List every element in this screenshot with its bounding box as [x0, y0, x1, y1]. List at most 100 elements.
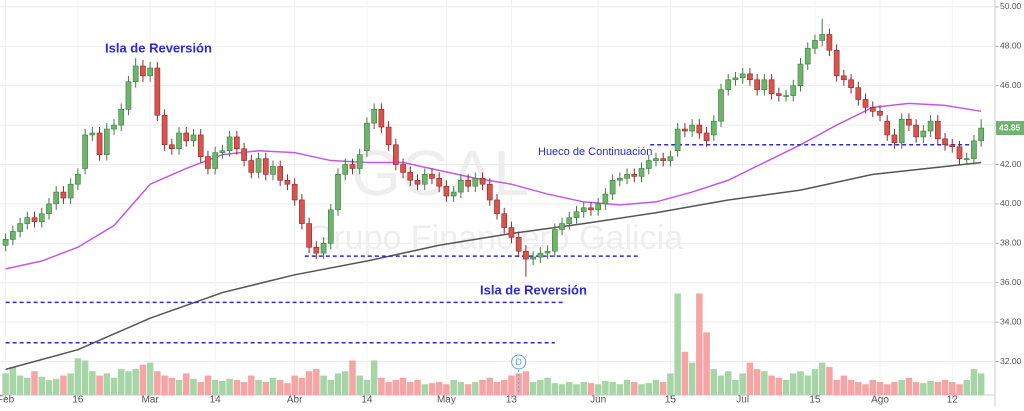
candle-body — [631, 174, 638, 177]
volume-bar — [970, 369, 978, 395]
volume-bar — [905, 377, 913, 395]
candle-body — [38, 213, 45, 222]
candle-body — [747, 73, 753, 81]
candle-body — [371, 109, 377, 124]
candle-body — [262, 158, 269, 175]
candle-body — [443, 185, 450, 197]
x-tick-label: 13 — [506, 395, 518, 406]
candle-body — [855, 87, 862, 100]
volume-bar — [912, 382, 920, 395]
volume-bar — [161, 375, 168, 395]
candle-body — [450, 191, 457, 197]
volume-bar — [139, 364, 147, 395]
candle-body — [703, 132, 710, 142]
candle-body — [942, 138, 948, 146]
volume-bar — [609, 382, 616, 395]
y-tick-label: 50.00 — [1000, 1, 1022, 11]
x-tick-label: Ago — [871, 395, 889, 406]
candle-body — [270, 166, 276, 175]
candle-body — [31, 217, 38, 222]
volume-bar — [392, 379, 400, 395]
candle-body — [255, 158, 262, 173]
x-tick-label: 16 — [72, 395, 84, 406]
candle-body — [118, 109, 125, 126]
annotation: Hueco de Continuación — [538, 146, 652, 158]
x-tick-label: 14 — [210, 395, 222, 406]
candle-body — [176, 132, 182, 150]
volume-bar — [616, 384, 624, 395]
volume-bar — [840, 375, 848, 395]
x-tick-label: 15 — [665, 395, 677, 406]
candles — [2, 18, 984, 277]
candle-body — [768, 79, 775, 94]
candle-body — [927, 120, 934, 132]
candle-body — [465, 179, 471, 187]
volume-bar — [31, 371, 38, 395]
candle-body — [783, 95, 789, 97]
candle-body — [689, 124, 695, 132]
volume-bar — [190, 378, 197, 395]
volume-bar — [761, 371, 768, 395]
volume-bar — [349, 360, 356, 395]
volume-bar — [862, 384, 869, 395]
volume-bar — [869, 379, 877, 395]
volume-bar — [631, 382, 638, 395]
candle-body — [10, 231, 16, 240]
volume-bar — [746, 362, 754, 395]
candle-body — [67, 183, 74, 199]
candle-body — [501, 213, 508, 228]
volume-bar — [269, 377, 277, 395]
candle-body — [826, 34, 833, 51]
candle-body — [812, 40, 818, 49]
volume-bar — [327, 379, 335, 395]
volume-bar — [623, 379, 631, 395]
candle-body — [508, 227, 515, 238]
candle-body — [934, 120, 941, 140]
candle-body — [75, 174, 81, 185]
candle-body — [674, 128, 681, 152]
volume-bar — [407, 382, 414, 395]
volume-bar — [927, 380, 934, 395]
volume-bar — [949, 382, 956, 395]
candle-body — [320, 243, 327, 254]
candle-body — [906, 118, 912, 126]
candle-body — [393, 144, 399, 165]
volume-bar — [956, 384, 963, 395]
volume-bar — [883, 384, 891, 395]
volume-bar — [96, 375, 103, 395]
candle-body — [971, 140, 977, 159]
candle-body — [356, 154, 363, 169]
volume-bar — [732, 379, 739, 395]
volume-bar — [667, 373, 674, 395]
last-price-label: 43.85 — [999, 122, 1021, 132]
candle-body — [248, 160, 255, 173]
volume-bar — [385, 382, 392, 395]
candle-body — [682, 128, 688, 132]
x-tick-label: May — [437, 395, 456, 406]
volume-bar — [587, 383, 595, 395]
candle-body — [551, 229, 558, 252]
volume-bar — [804, 375, 811, 395]
volume-bar — [652, 379, 660, 395]
candle-body — [291, 183, 298, 201]
candle-body — [277, 166, 284, 181]
y-tick-label: 34.00 — [1000, 316, 1022, 326]
candle-body — [978, 127, 984, 142]
volume-bar — [472, 382, 479, 395]
volume-bar — [154, 371, 161, 395]
volume-bar — [211, 379, 219, 395]
volume-bar — [370, 360, 378, 395]
volume-bar — [305, 371, 313, 395]
x-tick-label: 14 — [361, 395, 373, 406]
volume-bar — [262, 382, 270, 395]
candle-body — [132, 65, 139, 83]
candle-body — [920, 130, 927, 138]
volume-bar — [782, 379, 790, 395]
candle-body — [226, 136, 233, 152]
volume-bar — [739, 373, 746, 395]
candle-body — [790, 85, 797, 96]
candle-body — [378, 109, 385, 128]
volume-bar — [558, 384, 566, 395]
candle-body — [963, 158, 970, 160]
